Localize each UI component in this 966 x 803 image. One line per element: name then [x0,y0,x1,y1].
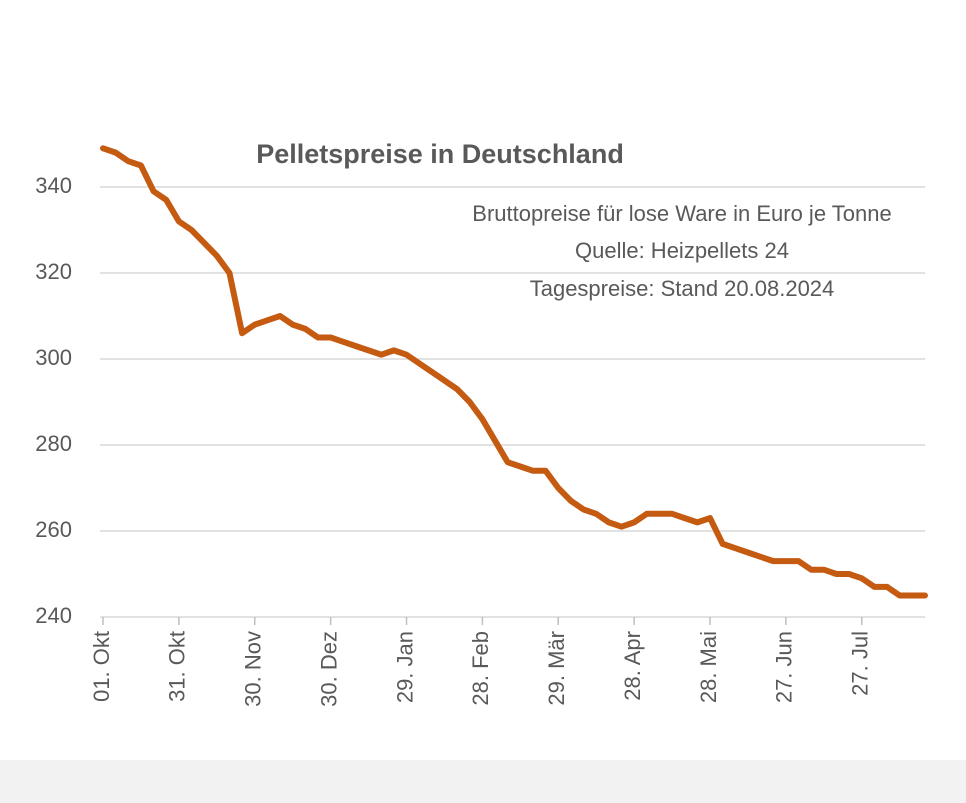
y-tick-label: 340 [35,173,72,198]
y-tick-label: 240 [35,603,72,628]
x-tick-label: 27. Jun [772,631,797,703]
subtitle: Tagespreise: Stand 20.08.2024 [530,276,835,301]
y-tick-label: 280 [35,431,72,456]
subtitle: Quelle: Heizpellets 24 [575,238,789,263]
y-tick-label: 260 [35,517,72,542]
price-line [100,145,928,599]
x-tick-label: 29. Mär [544,631,569,706]
x-tick-label: 30. Dez [316,631,341,707]
x-tick-label: 28. Apr [620,631,645,701]
y-tick-label: 300 [35,345,72,370]
x-tick-label: 29. Jan [392,631,417,703]
chart-title: Pelletspreise in Deutschland [256,139,624,169]
subtitle: Bruttopreise für lose Ware in Euro je To… [472,201,891,226]
x-tick-label: 30. Nov [241,631,266,707]
x-tick-label: 01. Okt [89,631,114,702]
x-tick-label: 28. Feb [468,631,493,706]
bottom-band [0,760,966,803]
y-tick-label: 320 [35,259,72,284]
x-tick-label: 27. Jul [848,631,873,696]
x-tick-label: 28. Mai [696,631,721,703]
x-tick-label: 31. Okt [165,631,190,702]
